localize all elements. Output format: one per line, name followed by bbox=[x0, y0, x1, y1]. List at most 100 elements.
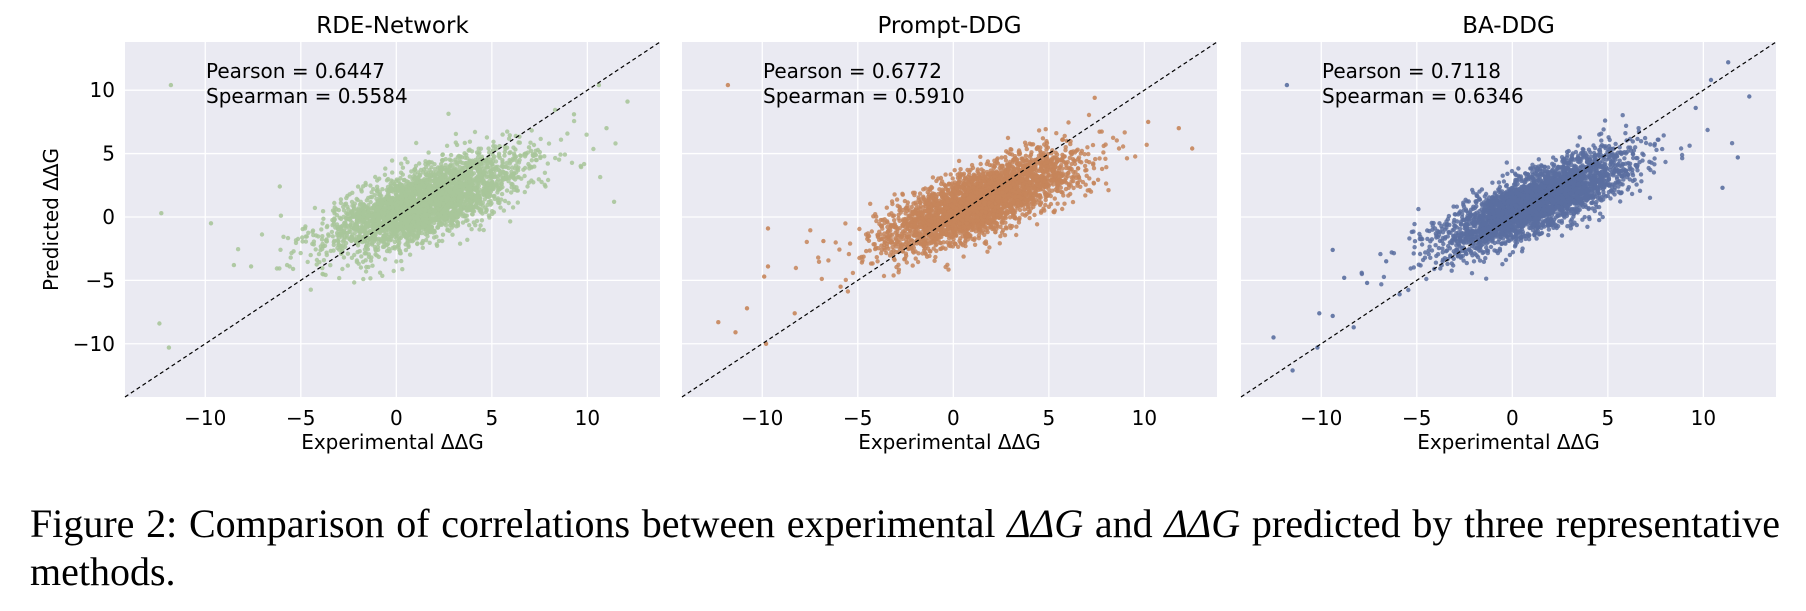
data-point bbox=[477, 187, 482, 192]
data-point bbox=[396, 215, 401, 221]
data-point bbox=[451, 218, 456, 223]
data-point bbox=[168, 82, 174, 88]
data-point bbox=[395, 187, 400, 193]
data-point bbox=[534, 157, 539, 163]
data-point bbox=[345, 213, 350, 218]
data-point bbox=[328, 263, 333, 268]
data-point bbox=[382, 204, 388, 209]
data-point bbox=[1036, 128, 1042, 133]
data-point bbox=[388, 198, 394, 203]
data-point bbox=[331, 221, 337, 227]
data-point bbox=[341, 255, 347, 260]
data-point bbox=[539, 179, 544, 185]
data-point bbox=[446, 111, 451, 117]
data-point bbox=[368, 258, 374, 263]
data-point bbox=[477, 227, 482, 232]
data-point bbox=[545, 177, 551, 183]
data-point bbox=[485, 202, 490, 208]
data-point bbox=[321, 272, 326, 277]
data-point bbox=[502, 149, 507, 155]
data-point bbox=[522, 173, 527, 179]
data-point bbox=[437, 180, 442, 185]
data-point bbox=[448, 152, 454, 158]
data-point bbox=[1027, 215, 1032, 221]
data-point bbox=[439, 167, 444, 173]
data-point bbox=[367, 219, 372, 224]
data-point bbox=[857, 226, 862, 232]
data-point bbox=[552, 107, 558, 113]
data-point bbox=[414, 236, 420, 241]
data-point bbox=[278, 247, 283, 252]
data-point bbox=[440, 190, 445, 196]
data-point bbox=[428, 200, 433, 205]
pearson-annotation: Pearson = 0.6447 bbox=[206, 59, 385, 83]
data-point bbox=[304, 234, 309, 239]
data-point bbox=[403, 156, 408, 161]
data-point bbox=[469, 191, 474, 197]
data-point bbox=[368, 195, 373, 200]
data-point bbox=[450, 232, 455, 237]
data-point bbox=[479, 208, 484, 213]
data-point bbox=[499, 191, 505, 197]
data-point bbox=[504, 171, 509, 176]
data-point bbox=[325, 223, 330, 229]
data-point bbox=[468, 159, 473, 164]
data-point bbox=[500, 164, 505, 169]
data-point bbox=[453, 131, 459, 137]
data-point bbox=[402, 204, 407, 210]
data-point bbox=[353, 237, 359, 242]
data-point bbox=[508, 219, 513, 224]
data-point bbox=[358, 265, 364, 270]
data-point bbox=[394, 192, 399, 197]
data-point bbox=[526, 161, 531, 167]
data-point bbox=[455, 220, 461, 225]
data-point bbox=[483, 188, 488, 193]
data-point bbox=[458, 203, 463, 209]
data-point bbox=[298, 250, 303, 256]
data-point bbox=[467, 139, 473, 144]
data-point bbox=[591, 146, 596, 152]
data-point bbox=[427, 167, 432, 173]
data-point bbox=[808, 228, 813, 233]
data-point bbox=[416, 221, 421, 226]
data-point bbox=[383, 166, 388, 171]
data-point bbox=[274, 266, 280, 271]
data-point bbox=[397, 247, 402, 253]
data-point bbox=[502, 153, 507, 158]
data-point bbox=[293, 240, 299, 246]
data-point bbox=[447, 164, 452, 169]
data-point bbox=[507, 133, 512, 138]
data-point bbox=[426, 150, 431, 155]
data-point bbox=[284, 262, 290, 268]
data-point bbox=[402, 213, 407, 218]
data-point bbox=[522, 165, 528, 171]
data-point bbox=[335, 224, 340, 230]
data-point bbox=[500, 132, 505, 137]
data-point bbox=[159, 211, 164, 216]
data-point bbox=[363, 269, 369, 274]
data-point bbox=[380, 273, 385, 278]
data-point bbox=[444, 143, 450, 148]
data-point bbox=[500, 171, 505, 176]
data-point bbox=[504, 164, 509, 169]
data-point bbox=[462, 213, 468, 219]
data-point bbox=[357, 202, 363, 207]
data-point bbox=[584, 132, 589, 137]
data-point bbox=[512, 187, 517, 192]
data-point bbox=[352, 230, 357, 236]
data-point bbox=[337, 275, 342, 281]
data-point bbox=[337, 215, 342, 220]
data-point bbox=[1034, 222, 1040, 227]
data-point bbox=[390, 245, 395, 251]
data-point bbox=[347, 226, 352, 232]
data-point bbox=[1104, 165, 1109, 170]
data-point bbox=[414, 140, 419, 146]
data-point bbox=[451, 192, 456, 197]
data-point bbox=[470, 212, 475, 217]
data-point bbox=[379, 239, 384, 244]
data-point bbox=[490, 184, 495, 189]
data-point bbox=[987, 245, 992, 250]
data-point bbox=[399, 194, 405, 199]
data-point bbox=[411, 220, 416, 225]
data-point bbox=[385, 237, 390, 242]
